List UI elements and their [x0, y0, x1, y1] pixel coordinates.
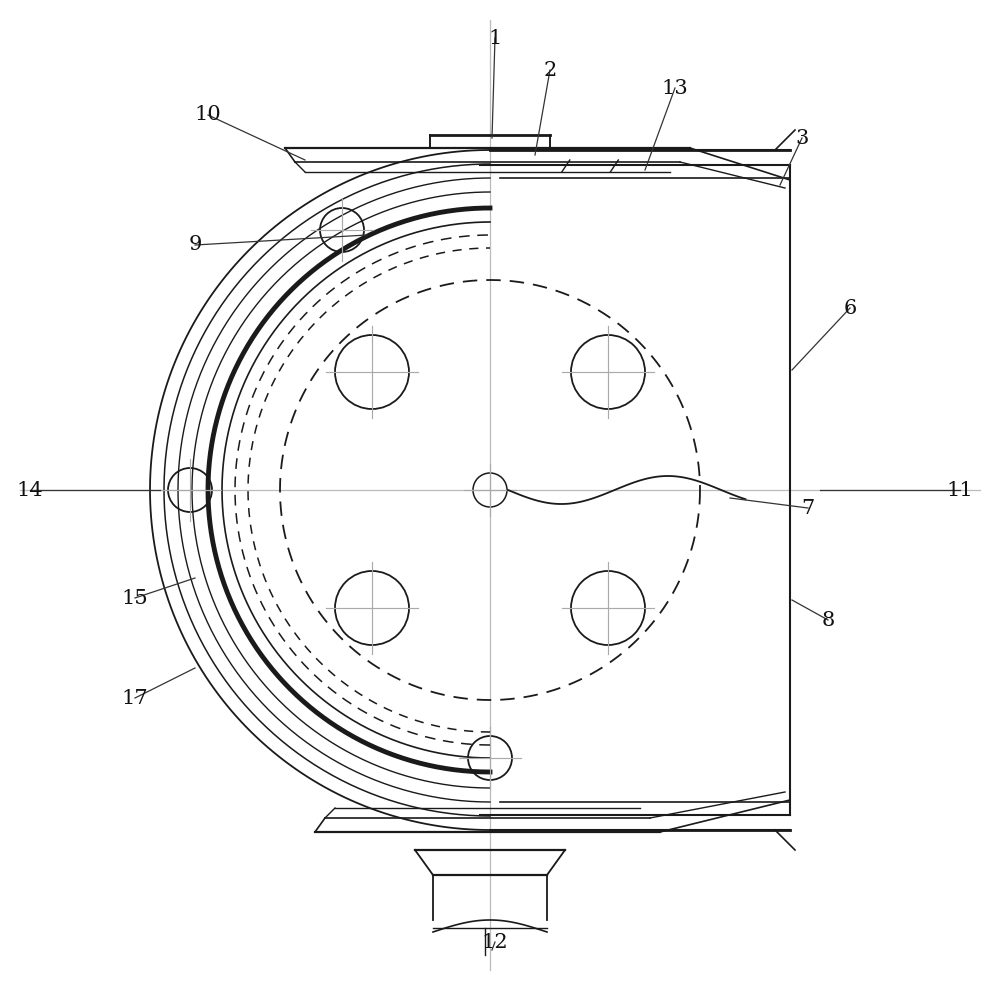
Text: 10: 10: [195, 105, 221, 124]
Text: 8: 8: [821, 611, 835, 629]
Text: 3: 3: [795, 128, 809, 148]
Text: 17: 17: [122, 689, 148, 707]
Text: 12: 12: [482, 933, 508, 952]
Text: 9: 9: [188, 235, 202, 254]
Text: 15: 15: [122, 588, 148, 608]
Text: 2: 2: [543, 60, 557, 80]
Text: 11: 11: [947, 481, 973, 499]
Text: 1: 1: [488, 29, 502, 47]
Text: 7: 7: [801, 498, 815, 517]
Text: 13: 13: [662, 79, 688, 98]
Text: 6: 6: [843, 298, 857, 317]
Text: 14: 14: [17, 481, 43, 499]
